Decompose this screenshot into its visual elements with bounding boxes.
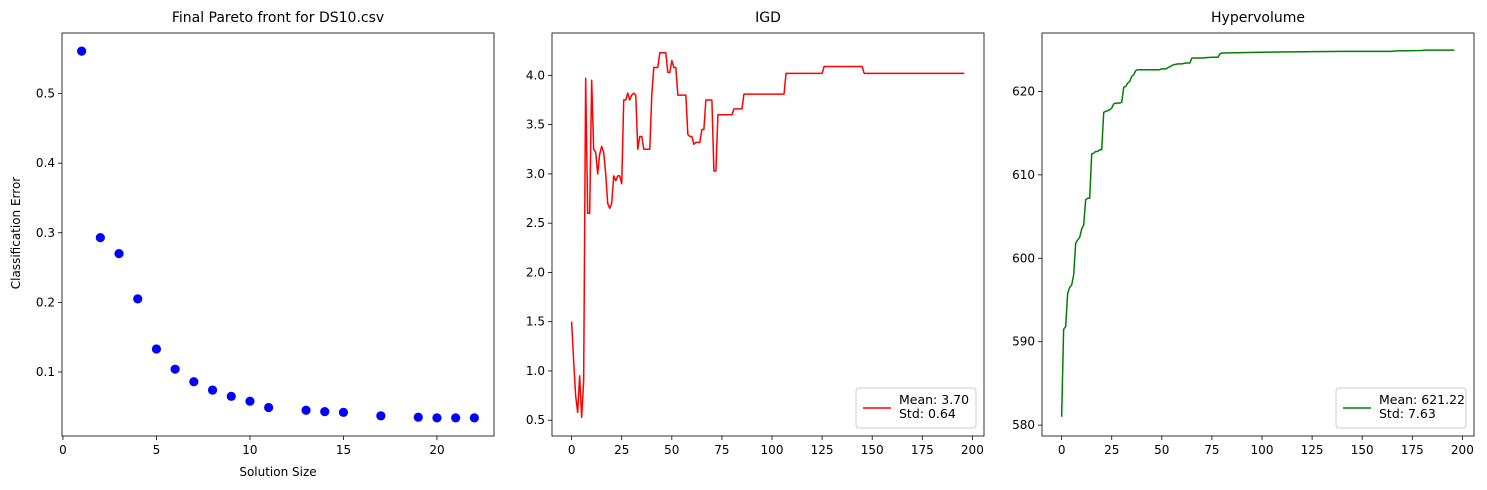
pareto-point [413,412,423,422]
hypervolume-y-tick-label: 610 [1012,168,1035,182]
pareto-front-chart: Final Pareto front for DS10.csv Solution… [9,10,495,479]
pareto-point [189,377,199,387]
pareto-y-tick-label: 0.1 [36,365,55,379]
pareto-point [207,385,218,395]
hypervolume-axes-frame [1041,32,1475,437]
pareto-y-tick-label: 0.5 [36,87,55,101]
igd-y-tick-label: 3.5 [526,118,545,132]
pareto-point [264,402,274,413]
igd-x-tick-label: 0 [568,443,576,457]
hypervolume-plot-area: 0 25 50 75 100 125 150 175 200 580 590 600 610 620 Mea… [1012,32,1475,457]
pareto-point [451,413,461,423]
pareto-point [432,413,442,423]
igd-legend-text: Std: 0.64 [899,406,956,421]
pareto-point [226,391,236,401]
hypervolume-y-tick-label: 620 [1012,84,1035,98]
hypervolume-legend-text: Std: 7.63 [1379,406,1436,421]
pareto-point [376,411,386,421]
pareto-x-tick-label: 20 [429,443,444,457]
pareto-point [95,233,105,243]
hypervolume-y-tick-label: 600 [1012,251,1035,265]
igd-x-tick-label: 50 [664,443,679,457]
pareto-x-tick-label: 10 [242,443,257,457]
pareto-x-axis-label: Solution Size [239,465,316,479]
hypervolume-y-tick-label: 590 [1012,335,1035,349]
igd-axes-frame [551,32,985,437]
hypervolume-x-tick-label: 150 [1351,443,1374,457]
igd-legend-text: Mean: 3.70 [899,392,969,407]
pareto-y-tick-label: 0.3 [36,226,55,240]
igd-chart: IGD 0 25 50 75 100 125 150 175 200 0.5 1.0 1.5 2.0 2.… [526,10,985,457]
hypervolume-x-tick-label: 25 [1104,443,1119,457]
pareto-y-tick-label: 0.2 [36,295,55,309]
hypervolume-series-line [1060,49,1455,417]
igd-y-tick-label: 1.0 [526,364,545,378]
pareto-point [151,344,162,354]
pareto-point [114,249,124,259]
igd-y-tick-label: 3.0 [526,167,545,181]
igd-series-line [570,51,965,419]
pareto-point [469,413,479,423]
igd-y-tick-label: 1.5 [526,315,545,329]
igd-x-tick-label: 200 [961,443,984,457]
igd-x-tick-label: 125 [811,443,834,457]
pareto-point [133,294,143,304]
pareto-point [301,405,311,415]
hypervolume-x-tick-label: 100 [1251,443,1274,457]
hypervolume-legend-box [1335,387,1467,429]
hypervolume-chart: Hypervolume 0 25 50 75 100 125 150 175 200 580 590… [1012,10,1475,457]
pareto-y-tick-label: 0.4 [36,156,55,170]
igd-y-tick-label: 0.5 [526,413,545,427]
igd-x-tick-label: 100 [761,443,784,457]
igd-x-tick-label: 75 [714,443,729,457]
hypervolume-x-tick-label: 175 [1401,443,1424,457]
hypervolume-x-tick-label: 125 [1301,443,1324,457]
pareto-point [245,396,255,406]
igd-y-tick-label: 4.0 [526,68,545,82]
hypervolume-chart-title: Hypervolume [1211,10,1305,26]
hypervolume-legend-text: Mean: 621.22 [1379,392,1465,407]
hypervolume-x-tick-label: 0 [1058,443,1066,457]
igd-y-tick-label: 2.5 [526,216,545,230]
pareto-chart-title: Final Pareto front for DS10.csv [172,10,384,26]
pareto-point [320,407,330,417]
pareto-x-tick-label: 0 [59,443,67,457]
igd-x-tick-label: 175 [911,443,934,457]
hypervolume-x-tick-label: 75 [1204,443,1219,457]
pareto-x-tick-label: 5 [153,443,161,457]
hypervolume-x-tick-label: 50 [1154,443,1169,457]
hypervolume-y-tick-label: 580 [1012,418,1035,432]
pareto-point [77,46,87,56]
igd-x-tick-label: 25 [614,443,629,457]
pareto-axes-frame [61,32,495,437]
pareto-point [170,364,180,374]
pareto-x-tick-label: 15 [336,443,351,457]
igd-y-tick-label: 2.0 [526,265,545,279]
hypervolume-x-tick-label: 200 [1451,443,1474,457]
igd-x-tick-label: 150 [861,443,884,457]
igd-legend-box [855,387,977,429]
pareto-point [338,407,349,417]
igd-chart-title: IGD [755,10,781,26]
igd-plot-area: 0 25 50 75 100 125 150 175 200 0.5 1.0 1.5 2.0 2.5 3.0… [526,32,985,457]
pareto-plot-area: 0 5 10 15 20 0.1 0.2 0.3 0.4 0.5 [36,32,495,457]
pareto-y-axis-label: Classification Error [9,177,23,290]
